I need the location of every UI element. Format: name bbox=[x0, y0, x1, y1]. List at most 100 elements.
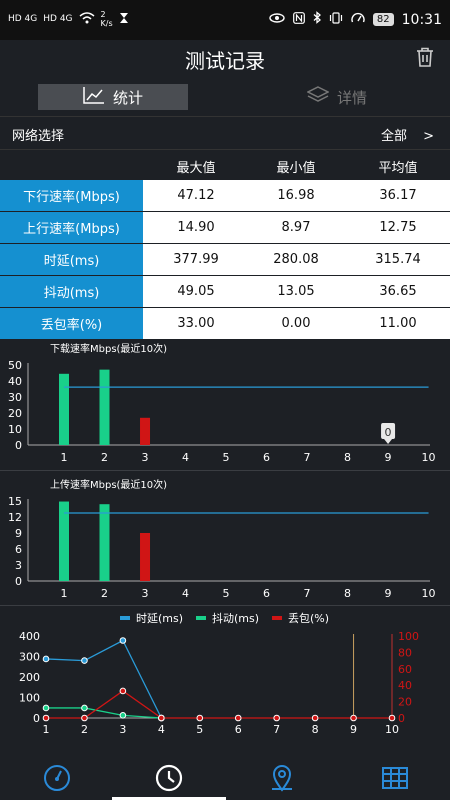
tab-details[interactable]: 详情 bbox=[262, 84, 412, 110]
table-row: 上行速率(Mbps) 14.90 8.97 12.75 bbox=[0, 212, 450, 243]
table-row: 抖动(ms) 49.05 13.05 36.65 bbox=[0, 276, 450, 307]
row-label: 时延(ms) bbox=[0, 244, 143, 275]
data-point bbox=[196, 714, 204, 722]
y-tick-label: 12 bbox=[8, 511, 22, 524]
x-tick-label: 4 bbox=[158, 723, 165, 736]
data-point bbox=[81, 704, 88, 712]
bluetooth-icon bbox=[313, 11, 321, 28]
x-tick-label: 4 bbox=[182, 451, 189, 464]
data-point bbox=[273, 714, 280, 722]
x-tick-label: 5 bbox=[223, 587, 230, 600]
battery-icon: 82 bbox=[372, 13, 394, 26]
series-line bbox=[46, 707, 162, 719]
cell-avg: 36.17 bbox=[379, 188, 417, 203]
x-tick-label: 10 bbox=[385, 723, 399, 736]
bar bbox=[59, 373, 69, 445]
y-tick-label-left: 100 bbox=[19, 692, 40, 705]
row-label: 抖动(ms) bbox=[0, 276, 143, 307]
title-bar: 测试记录 bbox=[0, 40, 450, 78]
x-tick-label: 5 bbox=[223, 451, 230, 464]
x-tick-label: 9 bbox=[385, 587, 392, 600]
table-row: 时延(ms) 377.99 280.08 315.74 bbox=[0, 244, 450, 275]
legend-label: 丢包(%) bbox=[288, 612, 329, 625]
x-tick-label: 3 bbox=[119, 723, 126, 736]
x-tick-label: 3 bbox=[142, 587, 149, 600]
hourglass-icon bbox=[119, 12, 129, 27]
data-point bbox=[119, 712, 127, 719]
tab-statistics[interactable]: 统计 bbox=[38, 84, 188, 110]
y-tick-label-right: 40 bbox=[398, 679, 412, 692]
data-point bbox=[42, 655, 50, 663]
x-tick-label: 8 bbox=[312, 723, 319, 736]
signal-2: HD 4G bbox=[43, 14, 73, 24]
x-tick-label: 2 bbox=[81, 723, 88, 736]
clock-icon[interactable] bbox=[154, 763, 184, 793]
bar bbox=[59, 501, 69, 581]
y-tick-label: 50 bbox=[8, 359, 22, 372]
latency-chart: 时延(ms) 抖动(ms) 丢包(%) 0 100 200 300 400 0 20 40 60 80 1… bbox=[0, 608, 450, 738]
data-point bbox=[42, 714, 50, 722]
row-label: 上行速率(Mbps) bbox=[0, 212, 143, 243]
location-icon[interactable] bbox=[267, 763, 297, 793]
y-tick-label-left: 400 bbox=[19, 630, 40, 643]
data-point bbox=[81, 714, 88, 722]
y-tick-label: 9 bbox=[15, 527, 22, 540]
wifi-icon bbox=[79, 11, 95, 27]
network-select-row[interactable]: 网络选择 全部 > bbox=[0, 116, 450, 150]
download-chart-svg: 0 10 20 30 40 50 1 2 3 4 5 6 7 8 9 10 0 bbox=[8, 359, 436, 464]
y-tick-label-right: 0 bbox=[398, 712, 405, 725]
eye-icon bbox=[269, 12, 285, 27]
legend-swatch bbox=[272, 616, 282, 620]
y-tick-label-right: 20 bbox=[398, 696, 412, 709]
cell-max: 377.99 bbox=[173, 252, 219, 267]
cell-max: 47.12 bbox=[177, 188, 215, 203]
download-chart: 下载速率Mbps(最近10次) 0 10 20 30 40 50 1 2 3 4 5 6 7 8 9 10 0 bbox=[0, 340, 450, 465]
y-tick-label-right: 100 bbox=[398, 630, 419, 643]
status-left: HD 4G HD 4G 2 K/s bbox=[8, 10, 129, 28]
y-tick-label: 30 bbox=[8, 391, 22, 404]
x-tick-label: 1 bbox=[61, 587, 68, 600]
cell-max: 14.90 bbox=[177, 220, 215, 235]
bottom-nav bbox=[0, 755, 450, 800]
table-icon[interactable] bbox=[380, 763, 410, 793]
network-select-value[interactable]: 全部 > bbox=[381, 125, 434, 144]
x-tick-label: 7 bbox=[304, 451, 311, 464]
data-point bbox=[388, 714, 396, 722]
bar bbox=[140, 417, 151, 445]
y-tick-label: 3 bbox=[15, 559, 22, 572]
x-tick-label: 7 bbox=[304, 587, 311, 600]
y-tick-label-left: 300 bbox=[19, 651, 40, 664]
bar bbox=[99, 369, 110, 445]
vibrate-icon bbox=[329, 11, 343, 28]
clock-time: 10:31 bbox=[401, 11, 442, 28]
cell-min: 16.98 bbox=[277, 188, 315, 203]
column-header-avg: 平均值 bbox=[378, 161, 418, 176]
x-tick-label: 8 bbox=[344, 587, 351, 600]
series-line bbox=[46, 690, 392, 719]
y-tick-label: 10 bbox=[8, 423, 22, 436]
gauge-icon bbox=[351, 12, 365, 28]
data-point bbox=[119, 687, 127, 695]
table-header: 最大值 最小值 平均值 bbox=[0, 150, 450, 180]
signal-1: HD 4G bbox=[8, 14, 38, 24]
legend-label: 时延(ms) bbox=[136, 612, 183, 625]
legend-swatch bbox=[120, 616, 130, 620]
y-tick-label: 20 bbox=[8, 407, 22, 420]
cell-avg: 12.75 bbox=[379, 220, 417, 235]
data-point bbox=[81, 657, 88, 664]
tooltip-pointer bbox=[384, 439, 393, 444]
data-point bbox=[158, 714, 165, 722]
network-select-label: 网络选择 bbox=[12, 129, 65, 144]
x-tick-label: 3 bbox=[142, 451, 149, 464]
row-label: 丢包率(%) bbox=[0, 308, 143, 339]
data-point bbox=[350, 714, 357, 722]
x-tick-label: 7 bbox=[273, 723, 280, 736]
x-tick-label: 6 bbox=[263, 587, 270, 600]
speedometer-icon[interactable] bbox=[42, 763, 72, 793]
stats-table: 最大值 最小值 平均值 下行速率(Mbps) 47.12 16.98 36.17… bbox=[0, 150, 450, 340]
x-tick-label: 6 bbox=[263, 451, 270, 464]
net-speed: 2 K/s bbox=[100, 10, 113, 28]
bar bbox=[140, 533, 151, 581]
download-chart-title: 下载速率Mbps(最近10次) bbox=[50, 344, 168, 355]
trash-icon[interactable] bbox=[414, 46, 436, 68]
